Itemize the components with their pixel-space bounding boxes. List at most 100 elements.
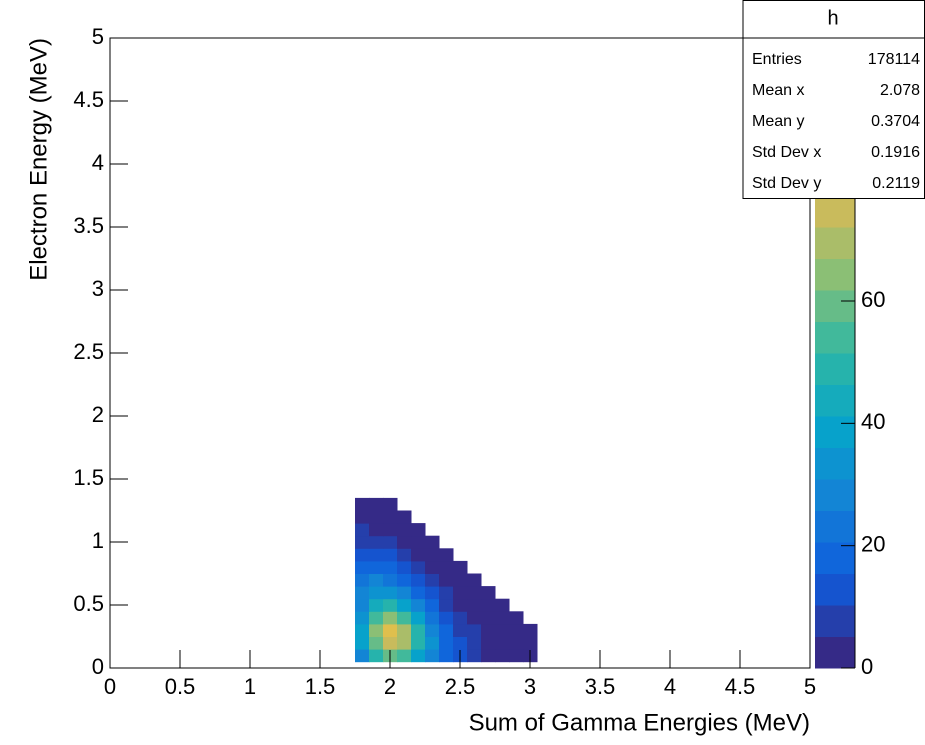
color-band — [815, 542, 855, 574]
color-band — [815, 416, 855, 448]
y-tick-label: 1 — [92, 528, 104, 553]
y-tick-label: 1.5 — [73, 465, 104, 490]
y-axis-label: Electron Energy (MeV) — [25, 38, 52, 281]
heat-cell — [509, 623, 524, 637]
heat-cell — [439, 623, 454, 637]
heat-cell — [397, 586, 412, 600]
y-tick-label: 4.5 — [73, 87, 104, 112]
x-axis-label: Sum of Gamma Energies (MeV) — [469, 709, 810, 736]
heat-cell — [397, 649, 412, 663]
stats-box — [742, 0, 925, 199]
heat-cell — [397, 573, 412, 587]
heat-cell — [495, 636, 510, 650]
heat-cell — [383, 548, 398, 562]
heat-cell — [425, 649, 440, 663]
heat-cell — [369, 497, 384, 511]
y-tick-label: 4 — [92, 150, 104, 175]
heat-cell — [383, 598, 398, 612]
heat-cell — [411, 586, 426, 600]
heat-cell — [369, 586, 384, 600]
heat-cell — [369, 623, 384, 637]
heat-cell — [397, 611, 412, 625]
heat-cell — [355, 523, 370, 537]
colorbar-tick-label: 40 — [861, 409, 885, 434]
heat-cell — [439, 560, 454, 574]
heat-cell — [383, 586, 398, 600]
heat-cell — [383, 623, 398, 637]
y-tick-label: 2.5 — [73, 339, 104, 364]
heat-cell — [355, 636, 370, 650]
colorbar-tick-label: 0 — [861, 654, 873, 679]
color-band — [815, 227, 855, 259]
stats-label: Mean y — [752, 113, 804, 130]
color-band — [815, 321, 855, 354]
x-tick-label: 1 — [244, 674, 256, 699]
y-tick-label: 3 — [92, 276, 104, 301]
heat-cell — [383, 636, 398, 650]
heat-cell — [383, 535, 398, 549]
color-band — [815, 573, 855, 606]
color-band — [815, 384, 855, 417]
heat-cell — [439, 598, 454, 612]
heat-cell — [467, 573, 482, 587]
heat-cell — [425, 623, 440, 637]
heat-cell — [355, 535, 370, 549]
heat-cell — [411, 560, 426, 574]
heat-cell — [467, 623, 482, 637]
heat-cell — [453, 636, 468, 650]
heat-cell — [397, 636, 412, 650]
stats-label: Mean x — [752, 82, 804, 99]
stats-title: h — [827, 7, 838, 29]
heat-cell — [425, 611, 440, 625]
heat-cell — [383, 510, 398, 524]
x-tick-label: 4 — [664, 674, 676, 699]
heat-cell — [425, 548, 440, 562]
heat-cell — [397, 523, 412, 537]
heat-cell — [369, 636, 384, 650]
heat-cell — [383, 523, 398, 537]
heat-cell — [453, 560, 468, 574]
heat-cell — [439, 548, 454, 562]
heat-cell — [383, 573, 398, 587]
x-tick-label: 2 — [384, 674, 396, 699]
x-tick-label: 4.5 — [725, 674, 756, 699]
heat-cell — [481, 598, 496, 612]
heat-cell — [355, 586, 370, 600]
heat-cell — [369, 611, 384, 625]
color-band — [815, 447, 855, 480]
heat-cell — [411, 611, 426, 625]
heat-cell — [397, 548, 412, 562]
heat-cell — [411, 535, 426, 549]
stats-value: 0.3704 — [871, 113, 920, 130]
heat-cell — [453, 573, 468, 587]
heat-cell — [523, 636, 538, 650]
heat-cell — [355, 573, 370, 587]
heat-cell — [425, 573, 440, 587]
heat-cell — [467, 649, 482, 663]
stats-label: Std Dev x — [752, 144, 821, 161]
heat-cell — [369, 535, 384, 549]
heat-cell — [495, 598, 510, 612]
heat-cell — [355, 497, 370, 511]
heat-cell — [355, 548, 370, 562]
heat-cell — [481, 649, 496, 663]
colorbar-tick-label: 20 — [861, 531, 885, 556]
heat-cell — [411, 598, 426, 612]
heat-cell — [411, 548, 426, 562]
heat-cell — [425, 598, 440, 612]
heat-cell — [481, 611, 496, 625]
heat-cell — [439, 586, 454, 600]
color-band — [815, 510, 855, 543]
heat-cell — [509, 649, 524, 663]
heat-cell — [453, 586, 468, 600]
heat-cell — [397, 560, 412, 574]
stats-value: 0.2119 — [872, 175, 920, 192]
heat-cell — [369, 573, 384, 587]
heat-cell — [369, 548, 384, 562]
heat-cell — [467, 611, 482, 625]
color-band — [815, 636, 855, 669]
heat-cell — [355, 611, 370, 625]
heat-cell — [411, 523, 426, 537]
heat-cell — [509, 636, 524, 650]
x-tick-label: 5 — [804, 674, 816, 699]
